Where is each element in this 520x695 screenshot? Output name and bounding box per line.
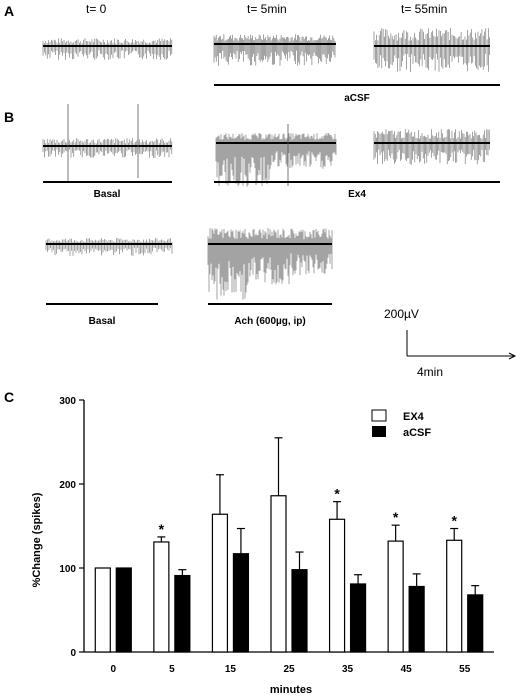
bar-ex4-0 [94,567,111,653]
time-label-0: t= 0 [86,2,107,16]
bar-acsf-15 [232,553,250,653]
bar-acsf-55 [467,594,484,653]
basal-label-1: Basal [94,189,121,200]
trace-a-t55-spikes [373,28,490,72]
trace-a-t0 [42,38,173,60]
bar-acsf-35 [349,583,367,653]
x-tick-label-15: 15 [225,664,237,675]
scale-vertical-label: 200µV [384,307,419,321]
bar-acsf-45 [408,585,425,653]
bar-ex4-55 [446,539,463,653]
legend-label-acsf: aCSF [403,427,431,439]
legend-label-ex4: EX4 [403,411,425,423]
x-tick-label-35: 35 [342,664,354,675]
basal-label-2: Basal [89,316,116,327]
trace-b-t0-spikes [42,138,173,158]
ex4-label: Ex4 [348,189,366,200]
significance-marker-55: * [451,513,457,529]
legend-swatch-acsf [372,426,386,437]
bar-ex4-35 [328,518,346,653]
trace-ach-spikes [207,228,333,300]
time-label-55min: t= 55min [401,2,447,16]
x-tick-label-25: 25 [283,664,295,675]
legend-swatch-ex4 [371,409,387,422]
y-tick-label-2: 200 [59,480,76,491]
significance-marker-45: * [393,509,399,525]
trace-group [42,28,490,300]
trace-b-t5 [215,133,337,187]
time-label-5min: t= 5min [247,2,287,16]
x-tick-label-55: 55 [459,664,471,675]
legend: EX4 aCSF [371,409,431,439]
trace-ach [207,228,333,300]
y-tick-label-3: 300 [59,396,76,407]
panel-c-label: C [4,389,14,405]
bar-ex4-25 [270,495,287,653]
trace-b-t55-spikes [373,129,490,165]
trace-basal-2 [45,238,173,256]
trace-a-t5-spikes [213,34,336,66]
bar-ex4-45 [387,540,404,653]
x-axis-title: minutes [270,684,312,695]
ach-label: Ach (600µg, ip) [234,316,305,327]
significance-marker-5: * [159,521,165,537]
trace-b-t55 [373,129,490,165]
panel-a-label: A [4,3,14,19]
trace-a-t55 [373,28,490,72]
trace-b-t0 [42,138,173,158]
bar-chart: %Change (spikes) minutes EX4 aCSF 0 100 20… [31,396,494,695]
trace-a-t0-spikes [42,38,173,60]
trace-basal-2-spikes [45,238,173,256]
bar-acsf-5 [174,574,191,653]
scale-bar: 200µV 4min [384,307,517,379]
trace-a-t5 [213,34,336,66]
scale-arrowhead [508,352,517,360]
bar-acsf-25 [291,569,308,653]
y-tick-label-0: 0 [70,648,76,659]
bar-ex4-5 [153,541,170,653]
y-axis-title: %Change (spikes) [31,492,43,587]
scale-horizontal-label: 4min [417,365,443,379]
bar-acsf-0 [115,567,132,653]
x-tick-label-0: 0 [111,664,117,675]
y-tick-label-1: 100 [59,564,76,575]
panel-b-label: B [4,109,14,125]
trace-b-t5-spikes [215,133,337,187]
significance-marker-35: * [334,486,340,502]
x-tick-label-45: 45 [401,664,413,675]
acsf-label: aCSF [344,93,370,104]
bar-ex4-15 [211,513,229,653]
x-tick-label-5: 5 [169,664,175,675]
